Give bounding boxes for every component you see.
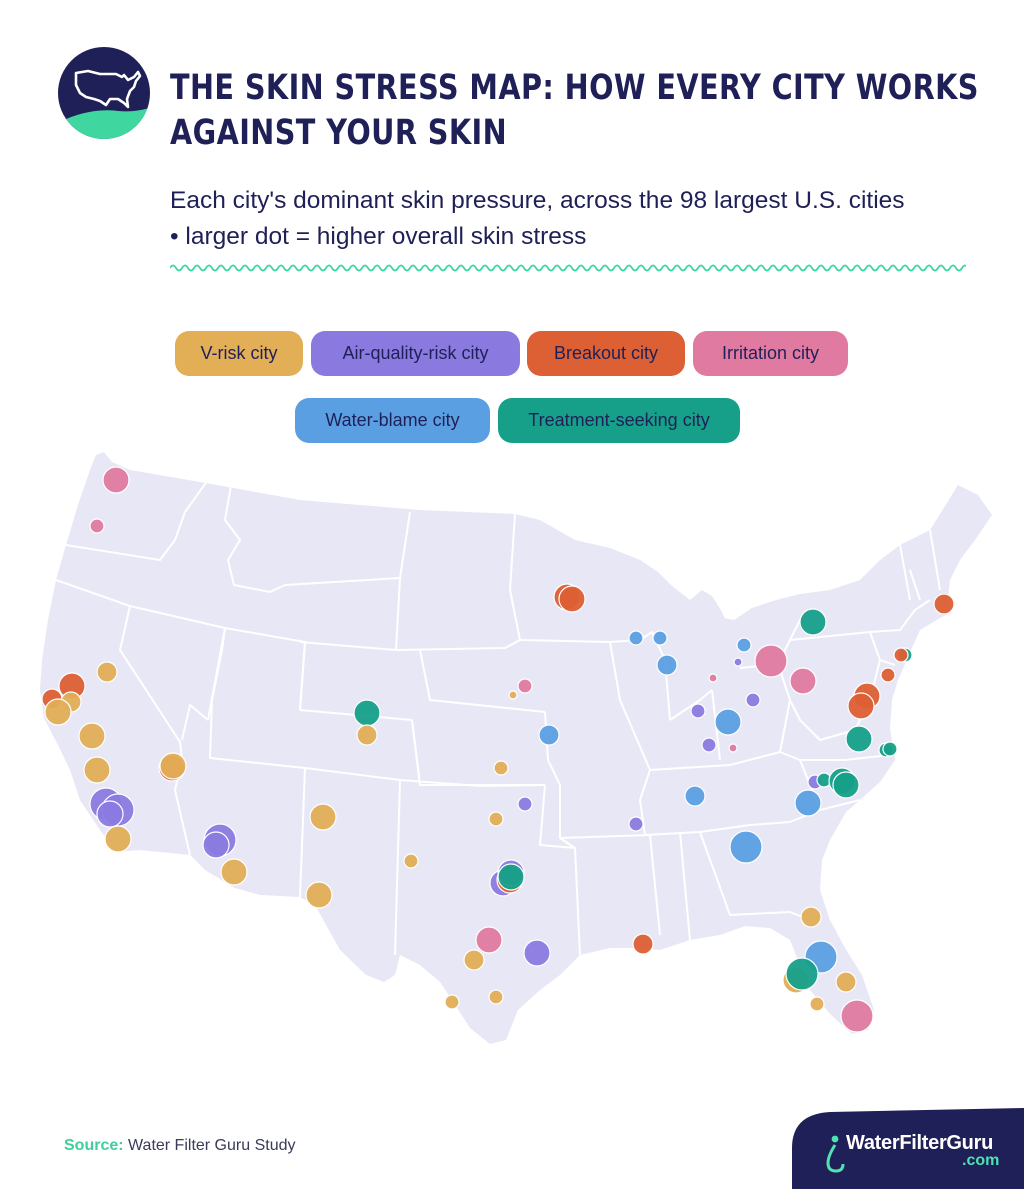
city-dot-vrisk [104, 825, 132, 853]
city-dot-treatment [882, 741, 898, 757]
water-drop-guru-icon [826, 1135, 845, 1173]
city-dot-vrisk [96, 661, 118, 683]
city-dot-treatment [832, 771, 860, 799]
city-dot-vrisk [463, 949, 485, 971]
page-title: THE SKIN STRESS MAP: HOW EVERY CITY WORK… [170, 66, 979, 156]
city-dot-treatment [845, 725, 873, 753]
city-dot-irritation [708, 673, 718, 683]
legend-breakout: Breakout city [527, 331, 685, 376]
city-dot-breakout [880, 667, 896, 683]
city-dot-irritation [728, 743, 738, 753]
city-dot-breakout [558, 585, 586, 613]
city-dot-irritation [102, 466, 130, 494]
city-dot-vrisk [78, 722, 106, 750]
city-dot-breakout [893, 647, 909, 663]
city-dot-irritation [89, 518, 105, 534]
city-dot-air [628, 816, 644, 832]
source-note: Source: Water Filter Guru Study [64, 1137, 295, 1155]
city-dot-irritation [754, 644, 788, 678]
us-landmass [40, 452, 992, 1044]
city-dot-irritation [475, 926, 503, 954]
city-dot-air [690, 703, 706, 719]
source-label: Source: [64, 1137, 124, 1154]
subtitle-line-2: • larger dot = higher overall skin stres… [170, 223, 587, 250]
city-dot-water [794, 789, 822, 817]
city-dot-vrisk [508, 690, 518, 700]
city-dot-air [523, 939, 551, 967]
city-dot-air [202, 831, 230, 859]
city-dot-vrisk [309, 803, 337, 831]
city-dot-vrisk [83, 756, 111, 784]
city-dot-breakout [632, 933, 654, 955]
legend-treatment-seeking-label: Treatment-seeking city [528, 410, 710, 430]
city-dot-breakout [847, 692, 875, 720]
usa-map-icon [58, 47, 150, 139]
city-dot-water [714, 708, 742, 736]
legend-water-blame: Water-blame city [295, 398, 490, 443]
us-map [40, 452, 992, 1044]
legend-breakout-label: Breakout city [553, 343, 659, 363]
page-subtitle: Each city's dominant skin pressure, acro… [170, 183, 970, 255]
city-dot-air [96, 800, 124, 828]
legend-irritation: Irritation city [693, 331, 848, 376]
city-dot-water [656, 654, 678, 676]
city-markers [41, 466, 955, 1033]
city-dot-treatment [799, 608, 827, 636]
city-dot-vrisk [444, 994, 460, 1010]
city-dot-vrisk [44, 698, 72, 726]
brand-badge [792, 1108, 1024, 1189]
legend-water-blame-label: Water-blame city [325, 410, 460, 430]
subtitle-line-1: Each city's dominant skin pressure, acro… [170, 187, 905, 214]
title-line-1: THE SKIN STRESS MAP: HOW EVERY CITY WORK… [170, 68, 979, 108]
city-dot-vrisk [809, 996, 825, 1012]
legend-v-risk: V-risk city [175, 331, 303, 376]
city-dot-water [538, 724, 560, 746]
city-dot-vrisk [220, 858, 248, 886]
brand-suffix: .com [962, 1152, 1000, 1169]
city-dot-treatment [353, 699, 381, 727]
city-dot-vrisk [305, 881, 333, 909]
city-dot-vrisk [403, 853, 419, 869]
legend-v-risk-label: V-risk city [200, 343, 278, 363]
city-dot-vrisk [493, 760, 509, 776]
city-dot-vrisk [488, 989, 504, 1005]
brand-name: WaterFilterGuru [846, 1132, 993, 1154]
city-dot-irritation [840, 999, 874, 1033]
city-dot-irritation [789, 667, 817, 695]
city-dot-air [701, 737, 717, 753]
city-dot-water [652, 630, 668, 646]
city-dot-vrisk [488, 811, 504, 827]
legend-treatment-seeking: Treatment-seeking city [498, 398, 740, 443]
city-dot-water [628, 630, 644, 646]
city-dot-irritation [517, 678, 533, 694]
city-dot-vrisk [159, 752, 187, 780]
wave-divider [170, 264, 966, 272]
source-text: Water Filter Guru Study [128, 1137, 296, 1154]
city-dot-air [733, 657, 743, 667]
legend-air-quality-risk: Air-quality-risk city [311, 331, 520, 376]
city-dot-vrisk [835, 971, 857, 993]
city-dot-water [729, 830, 763, 864]
legend-irritation-label: Irritation city [721, 343, 820, 363]
city-dot-vrisk [800, 906, 822, 928]
city-dot-vrisk [356, 724, 378, 746]
city-dot-treatment [785, 957, 819, 991]
city-dot-water [684, 785, 706, 807]
city-dot-water [736, 637, 752, 653]
city-dot-breakout [933, 593, 955, 615]
city-dot-treatment [497, 863, 525, 891]
title-line-2: AGAINST YOUR SKIN [170, 113, 508, 153]
city-dot-air [745, 692, 761, 708]
legend-air-quality-risk-label: Air-quality-risk city [342, 343, 489, 363]
city-dot-air [517, 796, 533, 812]
